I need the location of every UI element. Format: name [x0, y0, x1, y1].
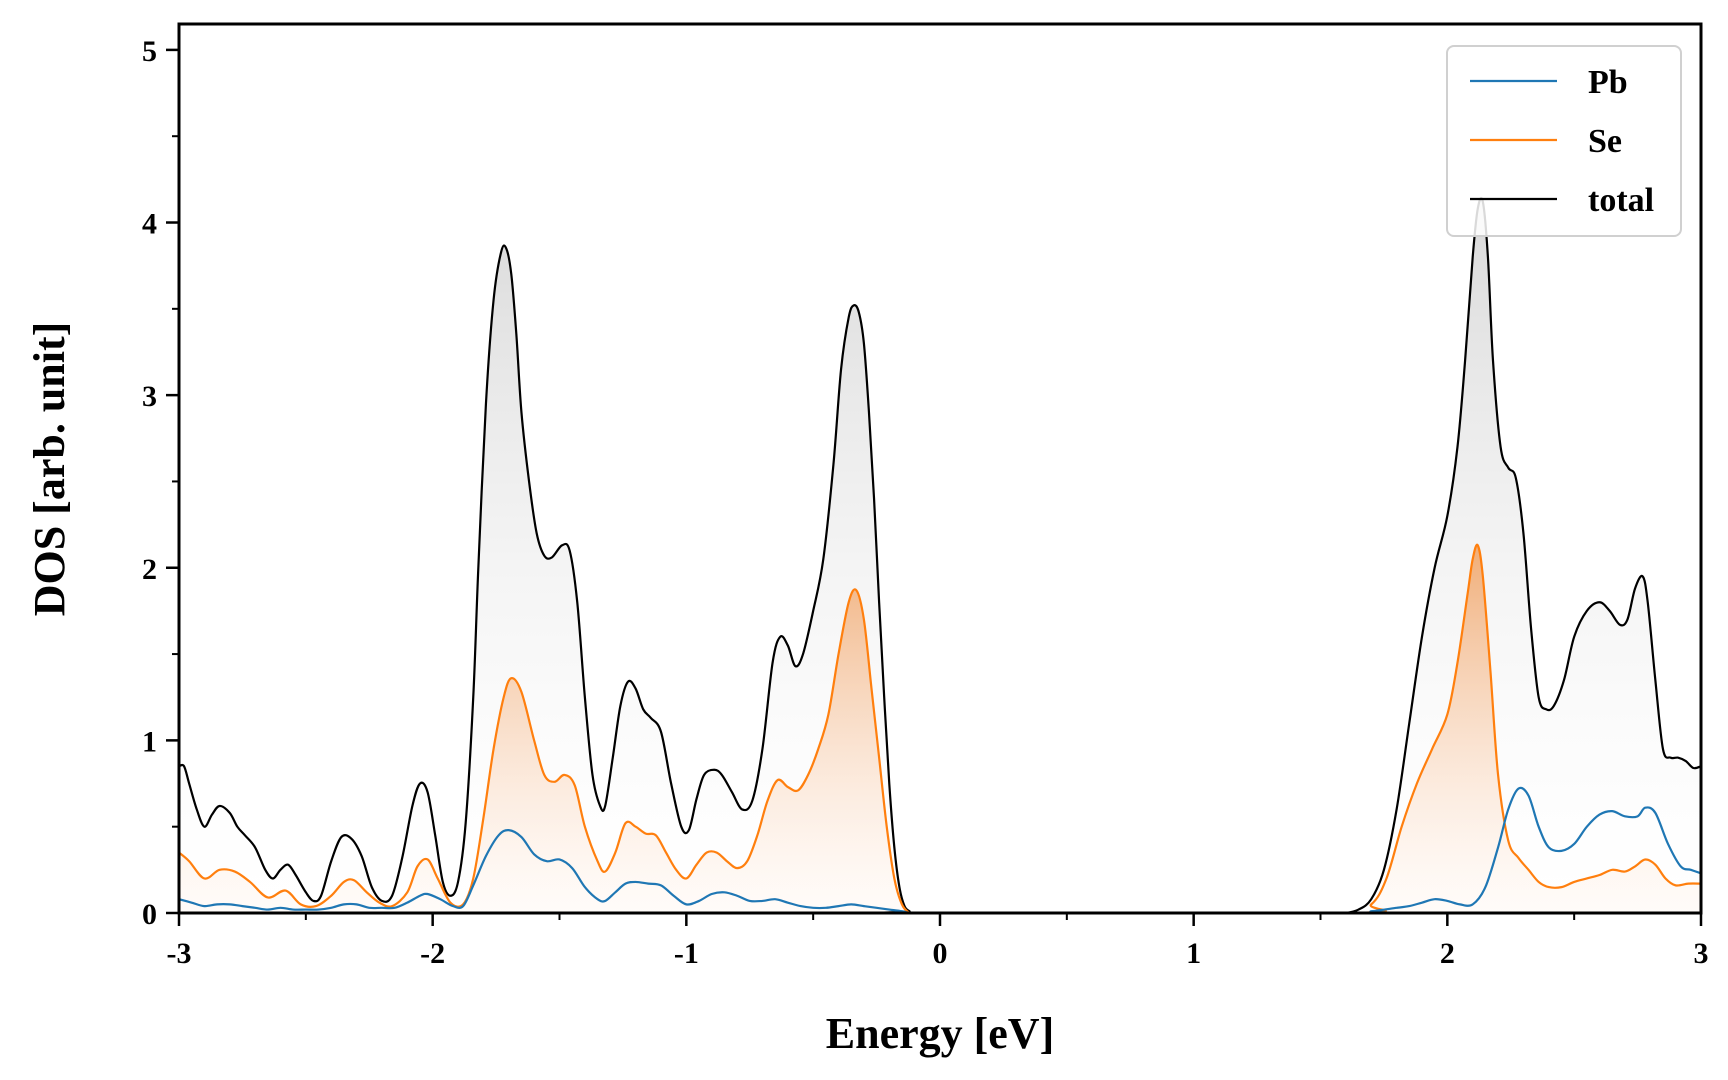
legend: Pb Se total	[1446, 45, 1682, 237]
x-tick-label: 1	[1186, 937, 1201, 970]
x-tick-label: -1	[674, 937, 699, 970]
series-line-total	[179, 196, 1701, 913]
series-lines	[179, 196, 1701, 913]
y-tick-label: 0	[142, 898, 157, 931]
x-tick-label: 3	[1694, 937, 1709, 970]
y-tick-label: 3	[142, 380, 157, 413]
series-fill-se	[179, 544, 1701, 913]
series-fill-total	[179, 197, 1701, 913]
legend-label-total: total	[1588, 182, 1654, 219]
y-tick-label: 2	[142, 553, 157, 586]
y-tick-label: 1	[142, 725, 157, 758]
series-line-pb	[179, 786, 1701, 913]
y-tick-label: 5	[142, 35, 157, 68]
legend-label-se: Se	[1588, 123, 1622, 160]
axis-ticks: -3 -2 -1 0 1 2 3 0 1 2 3 4 5	[142, 35, 1709, 970]
area-fills	[179, 197, 1701, 913]
series-line-se	[179, 543, 1701, 913]
y-tick-label: 4	[142, 208, 157, 241]
x-tick-label: 0	[933, 937, 948, 970]
legend-label-pb: Pb	[1588, 64, 1628, 101]
x-tick-label: 2	[1440, 937, 1455, 970]
x-tick-label: -3	[167, 937, 192, 970]
legend-box	[1446, 45, 1682, 237]
y-axis-label: DOS [arb. unit]	[25, 322, 74, 617]
x-axis-label: Energy [eV]	[826, 1009, 1055, 1058]
x-tick-label: -2	[420, 937, 445, 970]
